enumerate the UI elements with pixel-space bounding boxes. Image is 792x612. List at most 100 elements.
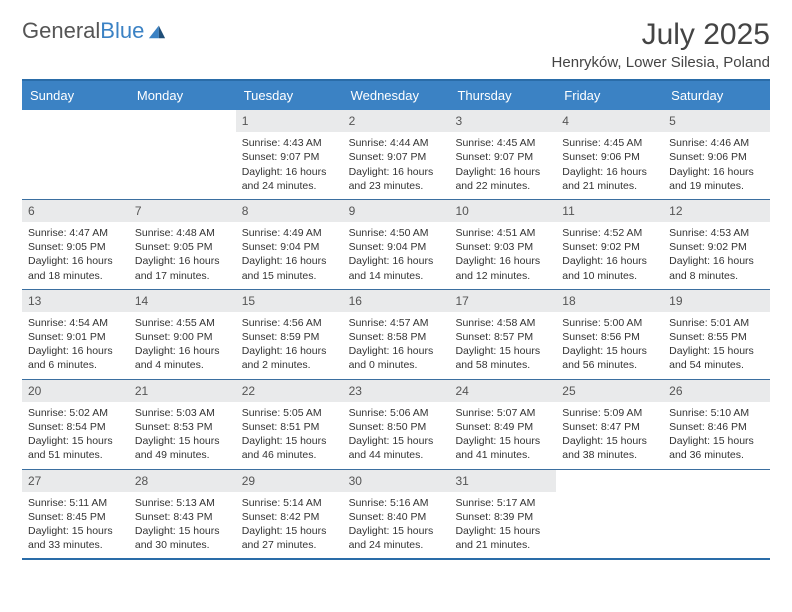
calendar-cell: 22Sunrise: 5:05 AMSunset: 8:51 PMDayligh… [236,380,343,469]
daylight-line: Daylight: 15 hours and 38 minutes. [562,434,657,462]
sunrise-line: Sunrise: 4:43 AM [242,136,337,150]
day-number: 5 [663,110,770,132]
day-number: 9 [343,200,450,222]
calendar-cell: 24Sunrise: 5:07 AMSunset: 8:49 PMDayligh… [449,380,556,469]
sunset-line: Sunset: 8:53 PM [135,420,230,434]
sunset-line: Sunset: 8:46 PM [669,420,764,434]
day-number: 13 [22,290,129,312]
sunset-line: Sunset: 9:04 PM [242,240,337,254]
sunset-line: Sunset: 9:06 PM [669,150,764,164]
day-number: 12 [663,200,770,222]
sunrise-line: Sunrise: 4:55 AM [135,316,230,330]
day-number: 22 [236,380,343,402]
calendar-cell: 18Sunrise: 5:00 AMSunset: 8:56 PMDayligh… [556,290,663,379]
day-body: Sunrise: 4:51 AMSunset: 9:03 PMDaylight:… [449,224,556,289]
calendar-cell: 27Sunrise: 5:11 AMSunset: 8:45 PMDayligh… [22,470,129,559]
calendar-cell: 23Sunrise: 5:06 AMSunset: 8:50 PMDayligh… [343,380,450,469]
day-body: Sunrise: 5:06 AMSunset: 8:50 PMDaylight:… [343,404,450,469]
sunrise-line: Sunrise: 5:01 AM [669,316,764,330]
calendar-cell: 4Sunrise: 4:45 AMSunset: 9:06 PMDaylight… [556,110,663,199]
day-number: 25 [556,380,663,402]
sunset-line: Sunset: 9:02 PM [562,240,657,254]
daylight-line: Daylight: 15 hours and 58 minutes. [455,344,550,372]
day-number: 18 [556,290,663,312]
day-number: 14 [129,290,236,312]
day-body: Sunrise: 5:09 AMSunset: 8:47 PMDaylight:… [556,404,663,469]
daylight-line: Daylight: 15 hours and 49 minutes. [135,434,230,462]
sunrise-line: Sunrise: 5:06 AM [349,406,444,420]
day-body: Sunrise: 5:07 AMSunset: 8:49 PMDaylight:… [449,404,556,469]
sunset-line: Sunset: 8:42 PM [242,510,337,524]
calendar-cell: 28Sunrise: 5:13 AMSunset: 8:43 PMDayligh… [129,470,236,559]
sunrise-line: Sunrise: 5:16 AM [349,496,444,510]
day-body: Sunrise: 4:58 AMSunset: 8:57 PMDaylight:… [449,314,556,379]
day-number: 30 [343,470,450,492]
title-block: July 2025 Henryków, Lower Silesia, Polan… [552,18,770,71]
day-body: Sunrise: 5:03 AMSunset: 8:53 PMDaylight:… [129,404,236,469]
sunrise-line: Sunrise: 5:02 AM [28,406,123,420]
sunrise-line: Sunrise: 4:58 AM [455,316,550,330]
daylight-line: Daylight: 16 hours and 10 minutes. [562,254,657,282]
calendar-cell: 5Sunrise: 4:46 AMSunset: 9:06 PMDaylight… [663,110,770,199]
calendar-cell: 6 Sunrise: 4:47 AMSunset: 9:05 PMDaylight… [22,200,129,289]
sunrise-line: Sunrise: 5:14 AM [242,496,337,510]
daylight-line: Daylight: 16 hours and 24 minutes. [242,165,337,193]
sunrise-line: Sunrise: 4:48 AM [135,226,230,240]
daylight-line: Daylight: 16 hours and 8 minutes. [669,254,764,282]
daylight-line: Daylight: 15 hours and 30 minutes. [135,524,230,552]
weekday-label: Friday [556,81,663,110]
sunrise-line: Sunrise: 4:45 AM [562,136,657,150]
month-title: July 2025 [552,18,770,52]
day-number: 20 [22,380,129,402]
daylight-line: Daylight: 15 hours and 54 minutes. [669,344,764,372]
calendar-cell [663,470,770,559]
day-body: Sunrise: 4:49 AMSunset: 9:04 PMDaylight:… [236,224,343,289]
weekday-label: Sunday [22,81,129,110]
sunrise-line: Sunrise: 4:56 AM [242,316,337,330]
day-number: 1 [236,110,343,132]
calendar-cell: 21Sunrise: 5:03 AMSunset: 8:53 PMDayligh… [129,380,236,469]
day-number: 19 [663,290,770,312]
calendar-cell: 29Sunrise: 5:14 AMSunset: 8:42 PMDayligh… [236,470,343,559]
sunrise-line: Sunrise: 4:46 AM [669,136,764,150]
sunset-line: Sunset: 8:39 PM [455,510,550,524]
calendar-cell: 12Sunrise: 4:53 AMSunset: 9:02 PMDayligh… [663,200,770,289]
daylight-line: Daylight: 16 hours and 6 minutes. [28,344,123,372]
sunset-line: Sunset: 8:58 PM [349,330,444,344]
day-body: Sunrise: 4:43 AMSunset: 9:07 PMDaylight:… [236,134,343,199]
weekday-label: Wednesday [343,81,450,110]
calendar-cell: 8Sunrise: 4:49 AMSunset: 9:04 PMDaylight… [236,200,343,289]
sunset-line: Sunset: 8:56 PM [562,330,657,344]
sunset-line: Sunset: 8:43 PM [135,510,230,524]
day-number: 6 [22,200,129,222]
day-body: Sunrise: 4:52 AMSunset: 9:02 PMDaylight:… [556,224,663,289]
sunrise-line: Sunrise: 4:51 AM [455,226,550,240]
sunset-line: Sunset: 9:05 PM [28,240,123,254]
day-number: 7 [129,200,236,222]
day-body: Sunrise: 5:16 AMSunset: 8:40 PMDaylight:… [343,494,450,559]
sunrise-line: Sunrise: 4:53 AM [669,226,764,240]
sunset-line: Sunset: 8:47 PM [562,420,657,434]
sunset-line: Sunset: 9:07 PM [242,150,337,164]
sunset-line: Sunset: 9:05 PM [135,240,230,254]
daylight-line: Daylight: 15 hours and 46 minutes. [242,434,337,462]
daylight-line: Daylight: 16 hours and 18 minutes. [28,254,123,282]
sunrise-line: Sunrise: 4:47 AM [28,226,123,240]
sunset-line: Sunset: 9:01 PM [28,330,123,344]
sunrise-line: Sunrise: 4:45 AM [455,136,550,150]
calendar-week: 27Sunrise: 5:11 AMSunset: 8:45 PMDayligh… [22,470,770,559]
day-body: Sunrise: 4:46 AMSunset: 9:06 PMDaylight:… [663,134,770,199]
brand-part1: General [22,18,100,44]
day-body: Sunrise: 5:10 AMSunset: 8:46 PMDaylight:… [663,404,770,469]
calendar-cell: 11Sunrise: 4:52 AMSunset: 9:02 PMDayligh… [556,200,663,289]
daylight-line: Daylight: 16 hours and 14 minutes. [349,254,444,282]
sunrise-line: Sunrise: 4:50 AM [349,226,444,240]
sunrise-line: Sunrise: 5:03 AM [135,406,230,420]
sunset-line: Sunset: 9:00 PM [135,330,230,344]
day-number: 29 [236,470,343,492]
day-number: 11 [556,200,663,222]
sunrise-line: Sunrise: 4:57 AM [349,316,444,330]
day-number: 8 [236,200,343,222]
daylight-line: Daylight: 16 hours and 22 minutes. [455,165,550,193]
daylight-line: Daylight: 16 hours and 15 minutes. [242,254,337,282]
